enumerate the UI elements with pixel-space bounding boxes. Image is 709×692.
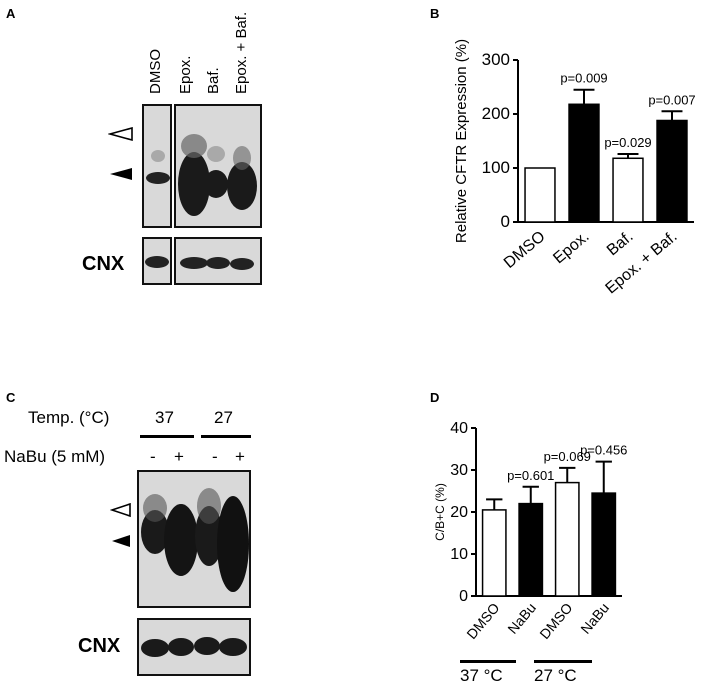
panel-a-letter: A <box>6 6 16 21</box>
panel-c-letter: C <box>6 390 16 405</box>
cnx-label-c: CNX <box>78 635 121 657</box>
sign-2: + <box>174 447 184 466</box>
chart-d: C/B+C (%) 0 10 20 30 40 DMSO p=0.601 NaBu p=0.069… <box>433 420 627 643</box>
bar <box>568 103 600 223</box>
y-tick-label: 0 <box>459 588 468 605</box>
sign-4: + <box>235 447 245 466</box>
p-value-label: p=0.007 <box>648 92 695 107</box>
cnx-a-dmso-bands <box>145 256 169 268</box>
y-tick-label: 30 <box>450 462 468 479</box>
cnx-blot-a-treated <box>174 237 262 285</box>
cnx-blot-c <box>137 618 251 676</box>
cnx-blot-a-dmso <box>142 237 172 285</box>
p-value-label: p=0.069 <box>544 449 591 464</box>
sign-3: - <box>212 447 218 466</box>
blot-c-bands <box>141 488 249 592</box>
p-value-label: p=0.029 <box>604 135 651 150</box>
p-value-label: p=0.456 <box>580 443 627 458</box>
p-value-label: p=0.601 <box>507 468 554 483</box>
bar <box>524 167 556 223</box>
lane-label-epox: Epox. <box>177 55 194 94</box>
category-label: Baf. <box>604 228 637 259</box>
temp-value-27: 27 <box>214 408 233 427</box>
chart-b: Relative CFTR Expression (%) 0 100 200 300 DM… <box>453 39 696 297</box>
group-label-27: 27 °C <box>534 666 577 685</box>
blot-a-dmso-bands <box>146 150 170 184</box>
group-27-bar <box>534 660 592 663</box>
temp-27-bar <box>201 435 251 438</box>
temp-label: Temp. (°C) <box>28 408 110 427</box>
category-label: DMSO <box>536 600 575 643</box>
category-label: Epox. <box>550 228 592 267</box>
sign-1: - <box>150 447 156 466</box>
bar <box>591 492 617 597</box>
bar <box>612 157 644 223</box>
bar <box>554 481 580 597</box>
western-blot-c <box>137 470 251 608</box>
group-37-bar <box>460 660 516 663</box>
y-tick-label: 300 <box>482 50 510 69</box>
category-label: DMSO <box>501 228 549 272</box>
y-tick-label: 0 <box>501 212 510 231</box>
cnx-a-treated-bands <box>180 257 254 270</box>
y-tick-label: 200 <box>482 104 510 123</box>
category-label: NaBu <box>504 600 539 637</box>
cnx-label-a: CNX <box>82 253 125 275</box>
y-tick-label: 100 <box>482 158 510 177</box>
category-label: NaBu <box>577 600 612 637</box>
y-tick-label: 40 <box>450 420 468 437</box>
p-value-label: p=0.009 <box>560 71 607 86</box>
lane-label-dmso: DMSO <box>147 49 164 94</box>
western-blot-a-treated <box>174 104 262 228</box>
temp-37-bar <box>140 435 194 438</box>
y-axis-label: C/B+C (%) <box>433 483 447 541</box>
y-tick-label: 10 <box>450 546 468 563</box>
band-arrows-c <box>110 503 131 547</box>
bar <box>656 119 688 223</box>
immature-band-arrow-icon <box>110 168 132 180</box>
immature-band-arrow-c-icon <box>112 535 130 547</box>
y-axis-label: Relative CFTR Expression (%) <box>453 39 470 243</box>
panel-d-letter: D <box>430 390 440 405</box>
bar <box>481 509 507 597</box>
western-blot-a-dmso <box>142 104 172 228</box>
blot-a-treated-bands <box>178 134 257 216</box>
group-label-37: 37 °C <box>460 666 503 685</box>
panel-b-letter: B <box>430 6 440 21</box>
category-label: DMSO <box>463 600 502 643</box>
lane-label-baf: Baf. <box>205 67 222 94</box>
nabu-label: NaBu (5 mM) <box>4 447 106 466</box>
temp-value-37: 37 <box>155 408 174 427</box>
lane-label-epox-baf: Epox. + Baf. <box>233 11 250 94</box>
y-tick-label: 20 <box>450 504 468 521</box>
bar <box>518 502 544 597</box>
band-arrows-a <box>108 127 133 180</box>
mature-band-arrow-c-icon <box>110 503 131 518</box>
cnx-c-bands <box>141 637 247 657</box>
mature-band-arrow-icon <box>108 127 133 142</box>
